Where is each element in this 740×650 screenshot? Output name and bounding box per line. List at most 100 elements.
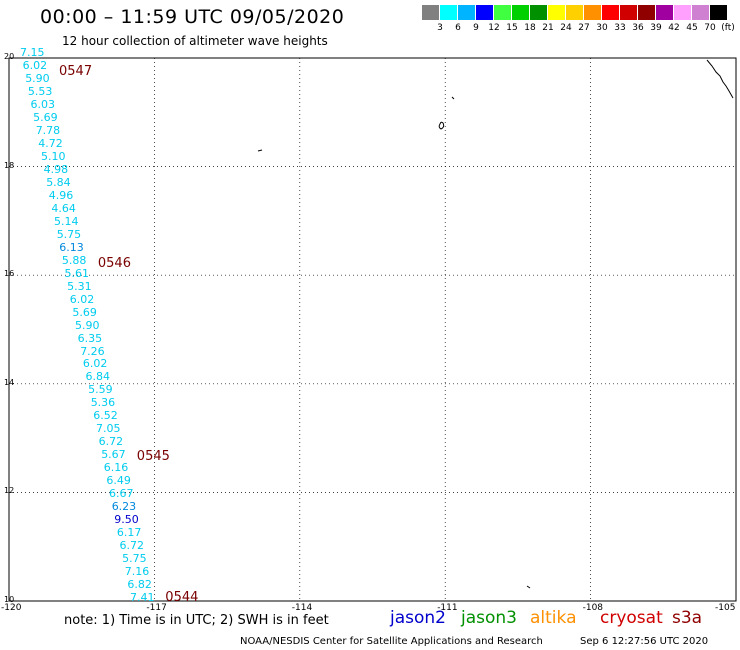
swh-value: 5.88 — [61, 253, 87, 267]
color-swatch — [548, 5, 565, 20]
color-scale-label: 27 — [578, 23, 590, 33]
color-scale-label: 30 — [596, 23, 608, 33]
latitude-label: 20 — [4, 52, 15, 61]
color-scale-label: (ft) — [721, 23, 735, 33]
color-scale-label: 36 — [632, 23, 644, 33]
island-clarion — [451, 96, 455, 100]
color-scale-label: 24 — [560, 23, 572, 33]
latitude-label: 18 — [4, 160, 15, 170]
pass-time-label: 0547 — [59, 63, 93, 79]
color-scale-label: 12 — [488, 23, 500, 33]
credit-line: NOAA/NESDIS Center for Satellite Applica… — [240, 636, 543, 647]
color-swatch — [620, 5, 637, 20]
swh-value: 4.96 — [48, 188, 74, 202]
color-swatch — [476, 5, 493, 20]
color-scale-label: 21 — [542, 23, 554, 33]
swh-value: 6.17 — [116, 526, 142, 540]
pass-time-label: 0544 — [165, 590, 199, 606]
swh-value: 5.69 — [72, 305, 97, 319]
color-swatch — [710, 5, 727, 20]
swh-value: 6.02 — [69, 292, 95, 306]
latitude-label: 10 — [4, 595, 15, 604]
color-swatch — [458, 5, 475, 20]
swh-value: 6.16 — [103, 461, 129, 475]
color-scale-label: 15 — [506, 23, 518, 33]
legend-altika: altika — [530, 608, 577, 628]
swh-value: 6.13 — [59, 240, 84, 254]
color-scale-label: 6 — [455, 23, 461, 33]
swh-value: 6.02 — [22, 59, 48, 72]
legend-jason3: jason3 — [461, 608, 517, 628]
swh-value: 4.98 — [43, 162, 69, 176]
swh-value: 6.72 — [119, 539, 145, 553]
color-swatch — [530, 5, 547, 20]
longitude-label: -120 — [1, 603, 22, 613]
swh-value: 6.03 — [30, 97, 56, 111]
map-border — [8, 57, 737, 602]
longitude-label: -117 — [146, 603, 167, 613]
longitude-label: -108 — [582, 603, 604, 613]
swh-value: 7.15 — [20, 46, 45, 59]
pass-time-label: 0546 — [97, 256, 131, 272]
pass-time-label: 0545 — [136, 449, 170, 465]
swh-value: 7.26 — [80, 344, 105, 358]
swh-value: 5.90 — [75, 318, 100, 332]
color-scale-label: 42 — [668, 23, 680, 33]
color-scale-label: 39 — [650, 23, 662, 33]
swh-value: 4.64 — [51, 201, 76, 215]
color-swatch — [566, 5, 583, 20]
latitude-label: 12 — [4, 486, 15, 496]
color-swatch — [656, 5, 673, 20]
swh-value: 5.69 — [33, 110, 58, 124]
color-scale-label: 3 — [437, 23, 443, 33]
swh-value: 5.14 — [54, 214, 79, 228]
swh-value: 6.67 — [109, 487, 134, 501]
swh-value: 6.84 — [85, 370, 111, 384]
swh-value: 5.10 — [41, 149, 66, 163]
swh-value: 5.59 — [88, 383, 113, 397]
color-swatch — [674, 5, 691, 20]
swh-value: 5.53 — [27, 84, 53, 98]
color-swatch — [638, 5, 655, 20]
island-marker — [526, 585, 531, 589]
coastline — [257, 59, 734, 589]
legend-cryosat: cryosat — [600, 608, 663, 628]
swh-value: 5.75 — [122, 552, 147, 566]
legend-s3a: s3a — [672, 608, 703, 628]
color-swatch — [692, 5, 709, 20]
map-title: 00:00 – 11:59 UTC 09/05/2020 — [40, 6, 345, 28]
swh-value: 5.84 — [46, 175, 71, 189]
island-clipperton — [257, 149, 263, 152]
color-scale-label: 33 — [614, 23, 626, 33]
swh-value: 5.67 — [101, 448, 126, 462]
latitude-label: 16 — [4, 269, 15, 279]
longitude-label: -105 — [715, 603, 736, 613]
swh-value: 6.35 — [77, 331, 103, 345]
color-scale-label: 18 — [524, 23, 536, 33]
swh-value: 7.41 — [130, 591, 155, 604]
map-subtitle: 12 hour collection of altimeter wave hei… — [62, 34, 328, 48]
swh-value: 6.72 — [98, 435, 124, 449]
island-socorro — [438, 121, 445, 130]
coastline-segment — [706, 59, 734, 99]
legend-jason2: jason2 — [390, 608, 446, 628]
color-swatch — [494, 5, 511, 20]
color-swatch — [602, 5, 619, 20]
swh-value: 5.75 — [56, 227, 82, 241]
color-scale-label: 70 — [704, 23, 716, 33]
swh-value: 6.23 — [111, 500, 137, 514]
color-scale-label: 9 — [473, 23, 479, 33]
longitude-label: -114 — [291, 603, 313, 613]
footer-note: note: 1) Time is in UTC; 2) SWH is in fe… — [64, 613, 329, 628]
swh-value: 7.05 — [96, 422, 121, 436]
lat-lon-grid — [9, 58, 736, 601]
swh-value: 4.72 — [38, 136, 63, 150]
color-swatch — [584, 5, 601, 20]
swh-value: 6.52 — [93, 409, 118, 423]
swh-value: 7.78 — [35, 123, 61, 137]
swh-value: 6.49 — [106, 474, 131, 488]
swh-value: 6.82 — [127, 578, 152, 591]
color-swatch — [512, 5, 529, 20]
color-swatch — [422, 5, 439, 20]
